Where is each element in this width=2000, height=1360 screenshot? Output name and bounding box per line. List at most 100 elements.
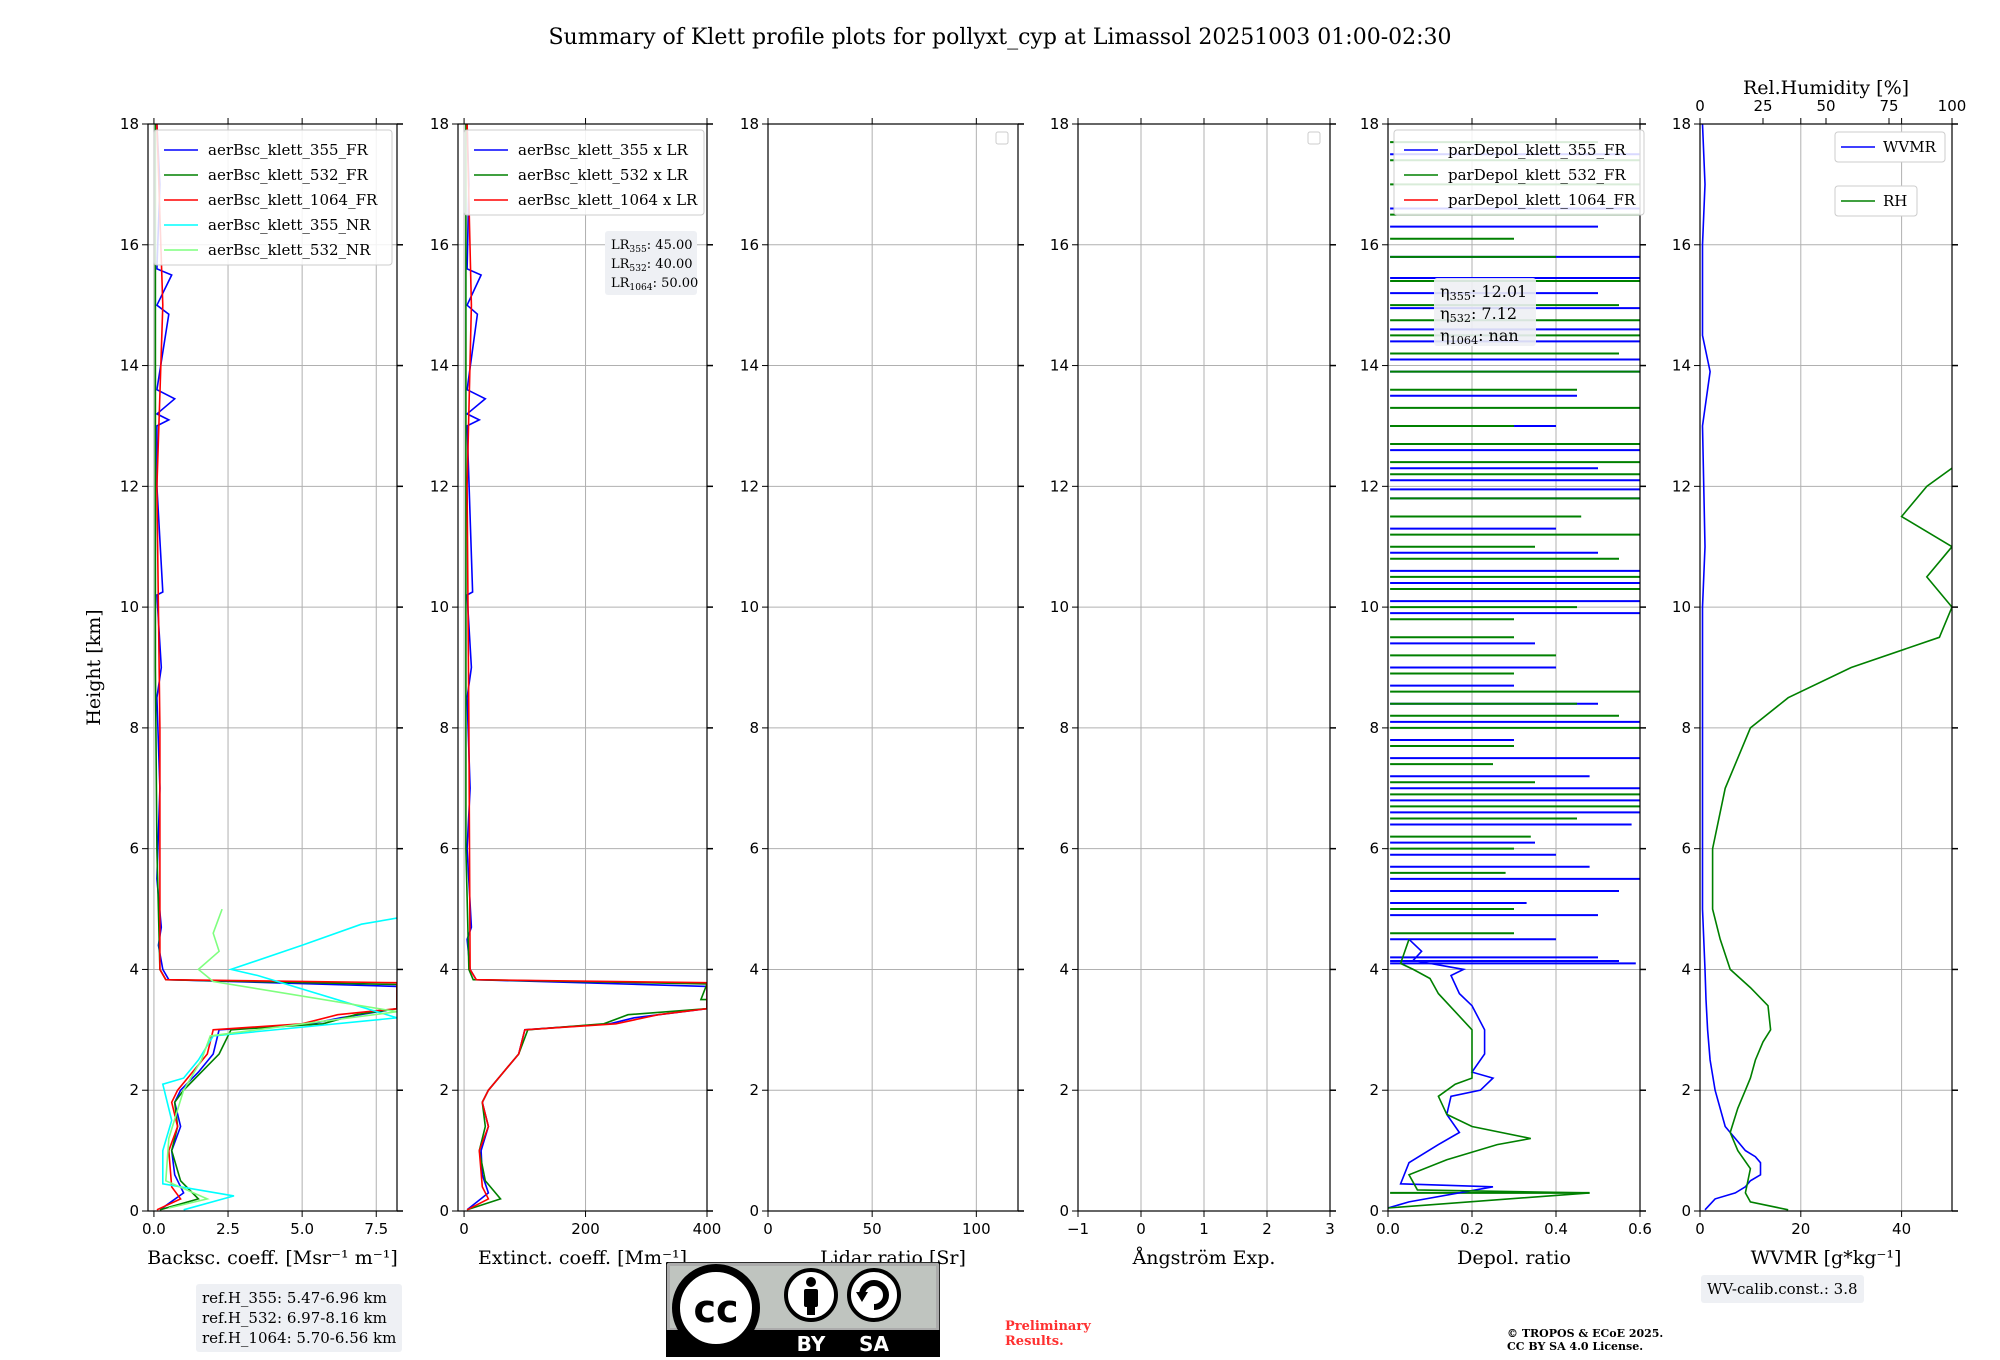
xtick-label: 0.6 [1628, 1220, 1652, 1238]
share-alike-icon [859, 1280, 889, 1310]
ytick-label: 0 [749, 1202, 759, 1220]
ytick-label: 6 [749, 840, 759, 858]
ytick-label: 0 [1369, 1202, 1379, 1220]
ytick-label: 12 [740, 477, 759, 495]
ytick-label: 4 [749, 960, 759, 978]
ytick-label: 18 [1360, 115, 1379, 133]
ytick-label: 10 [740, 598, 759, 616]
ytick-label: 18 [120, 115, 139, 133]
figure-title: Summary of Klett profile plots for polly… [548, 25, 1451, 50]
preliminary-line-2: Results. [1005, 1334, 1064, 1349]
ytick-label: 8 [1681, 719, 1691, 737]
panel-5: 0 2 4 6 8 10 12 14 16 18 0.0 0.2 0.4 0.6 Depol. ratio p… [1360, 115, 1652, 1269]
ytick-label: 6 [1369, 840, 1379, 858]
ytick-label: 14 [1672, 357, 1691, 375]
ytick-label: 10 [430, 598, 449, 616]
ytick-label: 0 [129, 1202, 139, 1220]
ytick-label: 8 [439, 719, 449, 737]
ytick-label: 14 [120, 357, 139, 375]
xtick-label: 0 [763, 1220, 773, 1238]
ytick-label: 18 [430, 115, 449, 133]
ytick-label: 0 [1681, 1202, 1691, 1220]
yaxis-label: Height [km] [83, 609, 105, 725]
eta-annotation-line: η1064: nan [1440, 326, 1519, 347]
legend-entry: aerBsc_klett_355_NR [208, 216, 371, 234]
ytick-label: 14 [1050, 357, 1069, 375]
wv-calibration-constant: WV-calib.const.: 3.8 [1701, 1275, 1864, 1303]
ytick-label: 14 [1360, 357, 1379, 375]
top-tick-label: 25 [1753, 97, 1772, 115]
eta-annotation-line: η532: 7.12 [1440, 304, 1517, 325]
ytick-label: 10 [1050, 598, 1069, 616]
xtick-label: 0.0 [1376, 1220, 1400, 1238]
ytick-label: 0 [1059, 1202, 1069, 1220]
xaxis-label: WVMR [g*kg⁻¹] [1751, 1247, 1902, 1269]
ytick-label: 4 [439, 960, 449, 978]
series-aerBsc_klett_355_NR [161, 917, 397, 1211]
top-tick-label: 50 [1816, 97, 1835, 115]
legend-entry: parDepol_klett_532_FR [1448, 166, 1626, 184]
xaxis-label: Depol. ratio [1457, 1247, 1571, 1269]
plot-frame [767, 123, 1019, 1212]
copyright-line-1: © TROPOS & ECoE 2025. [1507, 1327, 1664, 1340]
xtick-label: 2.5 [216, 1220, 240, 1238]
legend-entry: parDepol_klett_355_FR [1448, 141, 1626, 159]
ytick-label: 2 [1369, 1081, 1379, 1099]
reference-heights-box: ref.H_355: 5.47-6.96 km ref.H_532: 6.97-… [196, 1284, 403, 1352]
ytick-label: 2 [1681, 1081, 1691, 1099]
series-aerBsc_klett_532_FR [154, 124, 397, 1211]
legend-entry: aerBsc_klett_355 x LR [518, 141, 689, 159]
copyright-note: © TROPOS & ECoE 2025. CC BY SA 4.0 Licen… [1507, 1327, 1663, 1353]
xtick-label: 40 [1892, 1220, 1911, 1238]
xtick-label: 100 [962, 1220, 991, 1238]
ytick-label: 0 [439, 1202, 449, 1220]
ytick-label: 6 [439, 840, 449, 858]
ytick-label: 14 [430, 357, 449, 375]
series-aerBsc_klett_532_NR [164, 908, 397, 1209]
by-label: BY [797, 1332, 826, 1356]
series-WVMR [1701, 124, 1762, 1211]
xaxis-label: Backsc. coeff. [Msr⁻¹ m⁻¹] [147, 1247, 398, 1269]
data-layer [1701, 124, 1952, 1211]
lr-annotation-line: LR1064: 50.00 [611, 276, 698, 293]
legend-entry: aerBsc_klett_1064_FR [208, 191, 378, 209]
ref-height-1064: ref.H_1064: 5.70-6.56 km [202, 1329, 397, 1347]
ytick-label: 10 [1360, 598, 1379, 616]
eta-annotation-box [1434, 278, 1536, 346]
xtick-label: 20 [1791, 1220, 1810, 1238]
xtick-label: 5.0 [290, 1220, 314, 1238]
cc-by-sa-license-logo: cc BY SA [666, 1262, 940, 1357]
lr-annotation-line: LR532: 40.00 [611, 257, 693, 274]
ytick-label: 6 [1681, 840, 1691, 858]
series-aerBsc_klett_1064 x LR [466, 124, 707, 1211]
ytick-label: 4 [1681, 960, 1691, 978]
ytick-label: 12 [430, 477, 449, 495]
legend-box [153, 129, 393, 266]
legend-entry: aerBsc_klett_532_NR [208, 241, 371, 259]
ytick-label: 8 [1059, 719, 1069, 737]
legend-box [463, 129, 705, 216]
xtick-label: 1 [1199, 1220, 1209, 1238]
series-parDepol_klett_532_FR [1388, 939, 1590, 1209]
legend-entry: WVMR [1883, 138, 1937, 156]
ref-height-532: ref.H_532: 6.97-8.16 km [202, 1309, 387, 1327]
panel-1: 0 2 4 6 8 10 12 14 16 18 0.0 2.5 5.0 7.5 Backsc. coeff… [83, 115, 403, 1269]
xtick-label: 400 [693, 1220, 722, 1238]
legend-entry: aerBsc_klett_532_FR [208, 166, 368, 184]
ytick-label: 16 [430, 236, 449, 254]
ytick-label: 6 [129, 840, 139, 858]
ref-height-355: ref.H_355: 5.47-6.96 km [202, 1289, 387, 1307]
lr-annotation-box [605, 231, 697, 295]
ytick-label: 16 [1672, 236, 1691, 254]
empty-legend [1307, 131, 1321, 145]
plot-frame [147, 123, 398, 1212]
sa-label: SA [859, 1332, 889, 1356]
panel-2: 0 2 4 6 8 10 12 14 16 18 0 200 400 Extinct. coeff. [M… [430, 115, 721, 1269]
ytick-label: 18 [740, 115, 759, 133]
xtick-label: 0.4 [1544, 1220, 1568, 1238]
ytick-label: 8 [749, 719, 759, 737]
series-aerBsc_klett_355_FR [155, 124, 397, 1211]
ytick-label: 2 [439, 1081, 449, 1099]
